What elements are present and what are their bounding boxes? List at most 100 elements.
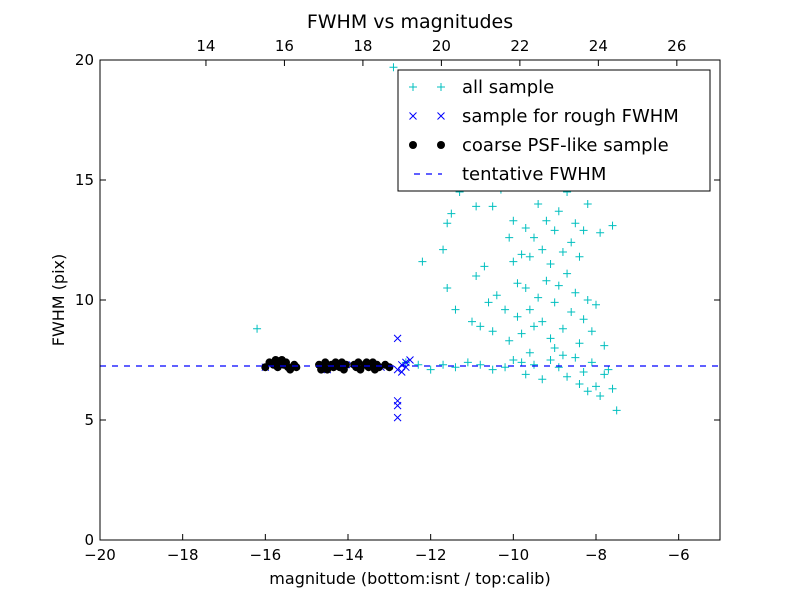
top-x-tick-label: 18 (353, 37, 372, 55)
data-point (406, 356, 414, 364)
data-point (439, 245, 448, 254)
legend-swatch (409, 141, 417, 149)
data-point (463, 358, 472, 367)
data-point (563, 372, 572, 381)
chart-title: FWHM vs magnitudes (307, 11, 513, 33)
data-point (505, 336, 514, 345)
data-point (375, 363, 383, 372)
data-point (530, 233, 538, 242)
data-point (587, 327, 596, 336)
legend-swatch (437, 112, 445, 120)
data-point (389, 63, 398, 72)
data-point (517, 329, 526, 338)
data-point (546, 356, 555, 364)
data-point (393, 334, 402, 343)
data-point (426, 365, 435, 374)
data-point (583, 387, 592, 396)
legend-label: all sample (462, 77, 554, 98)
data-point (563, 269, 572, 278)
x-tick-label: −16 (250, 546, 282, 564)
legend-label: coarse PSF-like sample (462, 135, 669, 156)
x-axis-label: magnitude (bottom:isnt / top:calib) (269, 569, 550, 588)
x-tick-label: −12 (415, 546, 447, 564)
data-point (492, 291, 501, 300)
data-point (439, 360, 448, 369)
data-point (538, 245, 547, 254)
data-point (596, 228, 605, 237)
data-point (447, 209, 456, 218)
data-point (525, 348, 534, 357)
data-point (451, 363, 460, 372)
data-point (554, 207, 563, 216)
x-tick-label: −20 (84, 546, 116, 564)
data-point (579, 368, 588, 376)
data-point (583, 200, 592, 208)
data-point (596, 392, 605, 400)
x-tick-label: −14 (332, 546, 364, 564)
legend-label: sample for rough FWHM (462, 106, 679, 127)
data-point (341, 360, 350, 369)
top-x-tick-label: 22 (510, 37, 529, 55)
data-point (488, 327, 497, 336)
legend-label: tentative FWHM (462, 164, 606, 185)
data-point (571, 288, 580, 297)
x-tick-label: −18 (167, 546, 199, 564)
data-point (571, 219, 580, 228)
y-tick-label: 0 (84, 531, 94, 549)
data-point (253, 324, 262, 333)
data-point (587, 358, 596, 367)
data-point (354, 358, 363, 367)
y-tick-label: 5 (84, 411, 94, 429)
data-point (414, 360, 423, 369)
data-point (546, 334, 555, 343)
data-point (468, 317, 476, 326)
data-point (592, 382, 600, 391)
data-point (612, 406, 621, 415)
data-point (542, 216, 551, 225)
data-point (600, 341, 609, 350)
y-tick-label: 20 (75, 51, 94, 69)
top-x-tick-label: 16 (275, 37, 294, 55)
data-point (550, 226, 559, 235)
data-point (534, 200, 543, 208)
data-point (480, 262, 489, 271)
data-point (530, 360, 538, 369)
x-tick-label: −10 (498, 546, 530, 564)
data-point (509, 257, 518, 266)
data-point (604, 365, 613, 374)
legend-item-3: tentative FWHM (414, 164, 606, 185)
legend-items: all sample sample for rough FWHM coarse PS… (409, 77, 679, 185)
legend-swatch (409, 83, 417, 91)
data-point (579, 315, 588, 324)
data-point (521, 224, 530, 232)
data-point (517, 358, 526, 367)
top-x-tick-label: 14 (196, 37, 215, 55)
data-point (517, 250, 526, 259)
top-x-tick-label: 26 (667, 37, 686, 55)
legend-swatch (437, 141, 445, 149)
x-tick-label: −6 (668, 546, 690, 564)
data-point (472, 272, 481, 280)
data-point (509, 216, 518, 225)
series-2 (261, 356, 394, 374)
data-point (393, 401, 402, 410)
data-point (521, 370, 530, 379)
data-point (530, 322, 538, 331)
data-point (397, 360, 406, 369)
data-point (505, 233, 514, 242)
data-point (550, 344, 559, 352)
data-point (501, 363, 510, 372)
legend-swatch (437, 83, 445, 91)
data-point (546, 260, 555, 268)
legend-swatch (409, 112, 417, 120)
data-point (393, 413, 402, 422)
data-point (321, 358, 330, 367)
data-point (292, 363, 301, 372)
data-point (554, 281, 563, 290)
data-point (488, 365, 497, 374)
data-point (402, 363, 410, 372)
data-point (451, 305, 460, 314)
data-point (558, 324, 567, 333)
data-point (575, 339, 584, 348)
data-point (558, 351, 567, 360)
